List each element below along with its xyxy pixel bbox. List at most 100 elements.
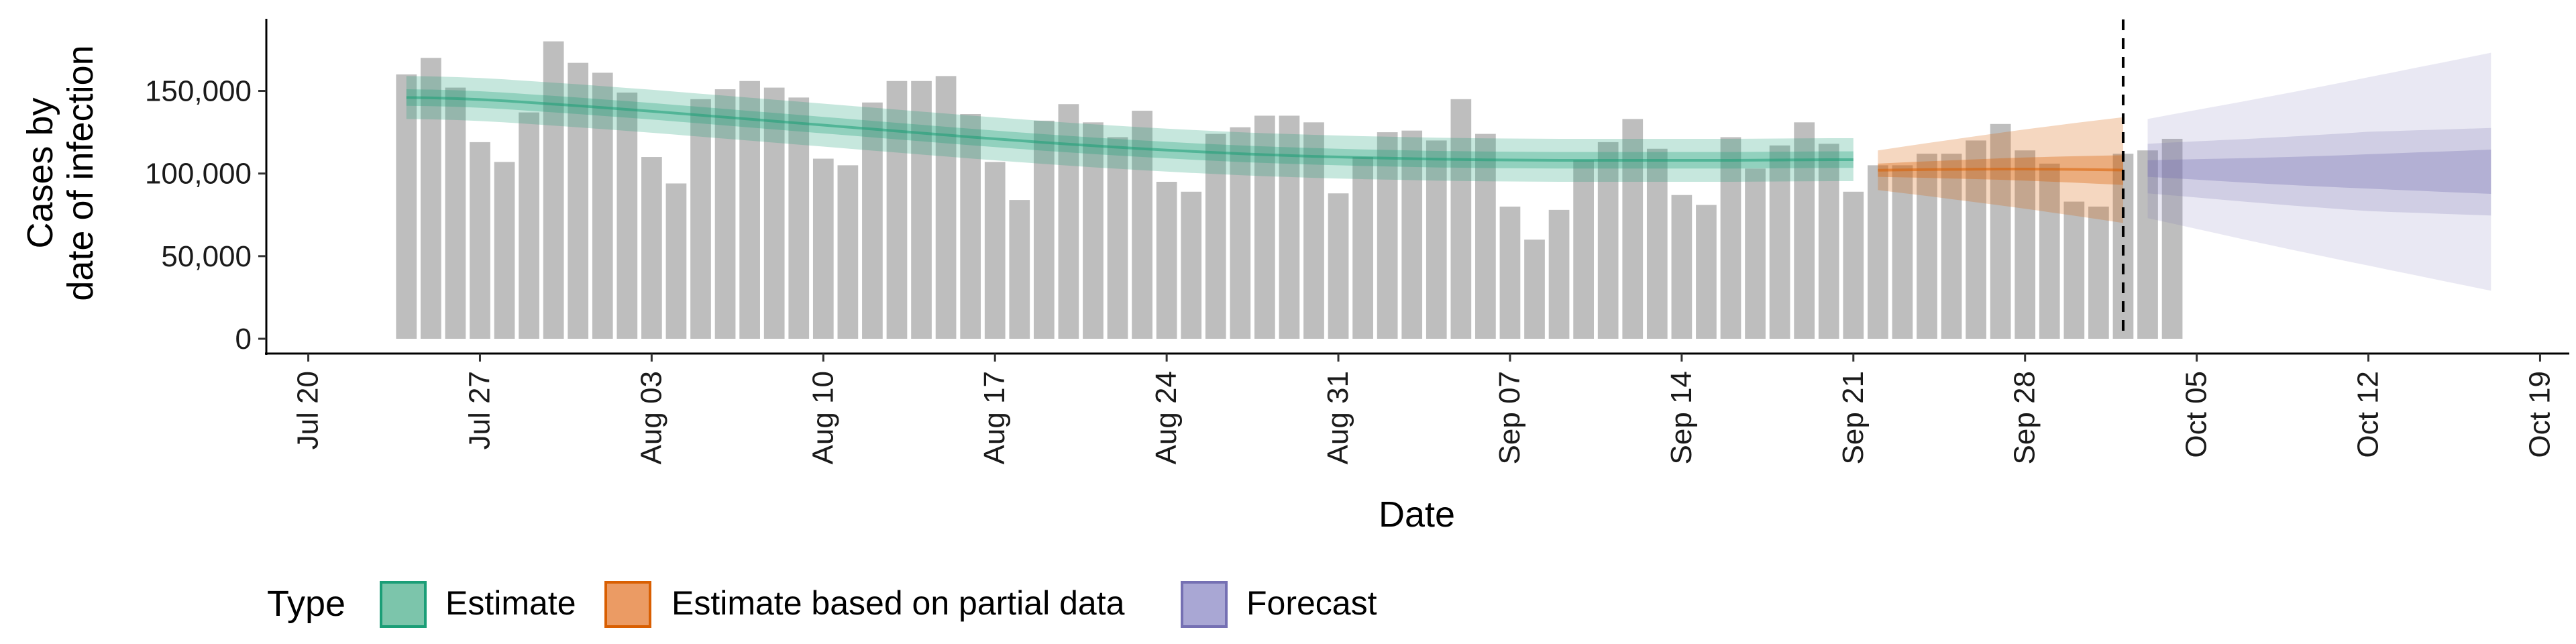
x-tick-label: Aug 10: [806, 371, 839, 464]
axes-layer: 0 50,000 100,000 150,000 Jul 20 Jul 27 Aug 03 A…: [145, 19, 2569, 464]
x-tick-label: Sep 14: [1665, 371, 1698, 464]
bar: [1401, 130, 1423, 339]
bar: [1107, 137, 1128, 339]
bar: [519, 112, 539, 339]
bar: [690, 99, 711, 339]
y-tick-label: 0: [235, 323, 252, 356]
bar: [1254, 115, 1275, 339]
y-tick-label: 150,000: [145, 75, 252, 108]
bar: [1573, 160, 1594, 339]
bar: [1303, 122, 1324, 339]
forecast-outer-band: [2147, 52, 2491, 291]
bar: [911, 80, 932, 339]
x-tick-label: Oct 05: [2180, 371, 2213, 458]
bar: [2063, 201, 2085, 339]
legend-swatch-forecast: [1181, 581, 1228, 628]
legend-label-estimate: Estimate: [445, 584, 576, 622]
bar: [2039, 163, 2060, 339]
legend-swatch-estimate: [380, 581, 427, 628]
bar: [714, 89, 736, 339]
bar: [886, 80, 908, 339]
x-tick-label: Aug 17: [978, 371, 1011, 464]
x-tick-label: Jul 27: [463, 371, 496, 449]
forecast-inner-band: [2147, 149, 2491, 194]
bar: [1917, 154, 1937, 339]
y-tick-label: 100,000: [145, 158, 252, 191]
bar: [1892, 165, 1913, 339]
bar: [2015, 150, 2036, 339]
bar: [1230, 127, 1251, 339]
y-tick-label: 50,000: [161, 240, 252, 273]
y-axis-title-line-2: date of infection: [60, 45, 101, 301]
bar: [1941, 154, 1962, 339]
legend-label-partial: Estimate based on partial data: [672, 584, 1125, 622]
bar: [1745, 168, 1766, 339]
x-tick-label: Sep 21: [1837, 371, 1870, 464]
bar: [1646, 148, 1668, 339]
bar: [592, 72, 613, 339]
bar: [616, 92, 638, 339]
bar: [1156, 182, 1177, 339]
bar: [1548, 209, 1570, 339]
x-tick-label: Jul 20: [292, 371, 325, 449]
bar: [1475, 133, 1496, 339]
bands-layer: [406, 52, 2491, 291]
bar: [1377, 132, 1398, 339]
bar: [1671, 195, 1693, 339]
bar: [1181, 191, 1202, 339]
bar: [837, 165, 859, 339]
bar: [1009, 200, 1030, 339]
x-axis-title: Date: [1379, 494, 1455, 535]
bars-layer: [396, 41, 2183, 339]
bar: [445, 87, 466, 339]
bar: [960, 114, 981, 339]
bar: [470, 142, 490, 339]
bar: [1769, 145, 1790, 339]
bar: [494, 162, 515, 339]
x-tick-label: Aug 31: [1322, 371, 1354, 464]
legend-swatch-partial: [604, 581, 651, 628]
x-tick-label: Sep 07: [1493, 371, 1526, 464]
bar: [665, 183, 687, 339]
bar: [1622, 119, 1644, 339]
bar: [984, 162, 1006, 339]
x-tick-label: Oct 12: [2352, 371, 2385, 458]
estimate-outer-band: [406, 76, 1854, 182]
bar: [1597, 142, 1619, 339]
bar: [2088, 206, 2109, 339]
bar: [1352, 157, 1373, 339]
bar: [1524, 239, 1545, 339]
bar: [568, 62, 589, 339]
y-axis-title-line-1: Cases by: [20, 97, 60, 248]
bar: [1083, 122, 1104, 339]
bar: [1426, 140, 1447, 339]
bar: [1205, 133, 1226, 339]
legend-title: Type: [267, 584, 345, 624]
bar: [1818, 144, 1839, 339]
bar: [788, 97, 810, 339]
bar: [1867, 165, 1888, 339]
partial-median-line: [1878, 168, 2123, 172]
bar: [862, 102, 883, 339]
bar: [641, 157, 662, 339]
bar: [1843, 191, 1864, 339]
x-tick-label: Oct 19: [2523, 371, 2556, 458]
forecast-mid-band: [2147, 127, 2491, 216]
bar: [2161, 138, 2183, 339]
bar: [421, 58, 441, 339]
x-tick-label: Aug 24: [1150, 371, 1183, 464]
legend: Type Estimate Estimate based on partial …: [267, 581, 1377, 628]
bar: [1499, 206, 1521, 339]
bar: [1328, 193, 1349, 339]
x-tick-label: Sep 28: [2008, 371, 2041, 464]
x-tick-label: Aug 03: [635, 371, 667, 464]
bar: [1279, 115, 1300, 339]
bar: [763, 87, 785, 339]
bar: [739, 80, 760, 339]
estimate-median-line: [406, 96, 1854, 162]
legend-label-forecast: Forecast: [1246, 584, 1377, 622]
bar: [1450, 99, 1472, 339]
bar: [1696, 205, 1717, 339]
bar: [1033, 120, 1055, 339]
